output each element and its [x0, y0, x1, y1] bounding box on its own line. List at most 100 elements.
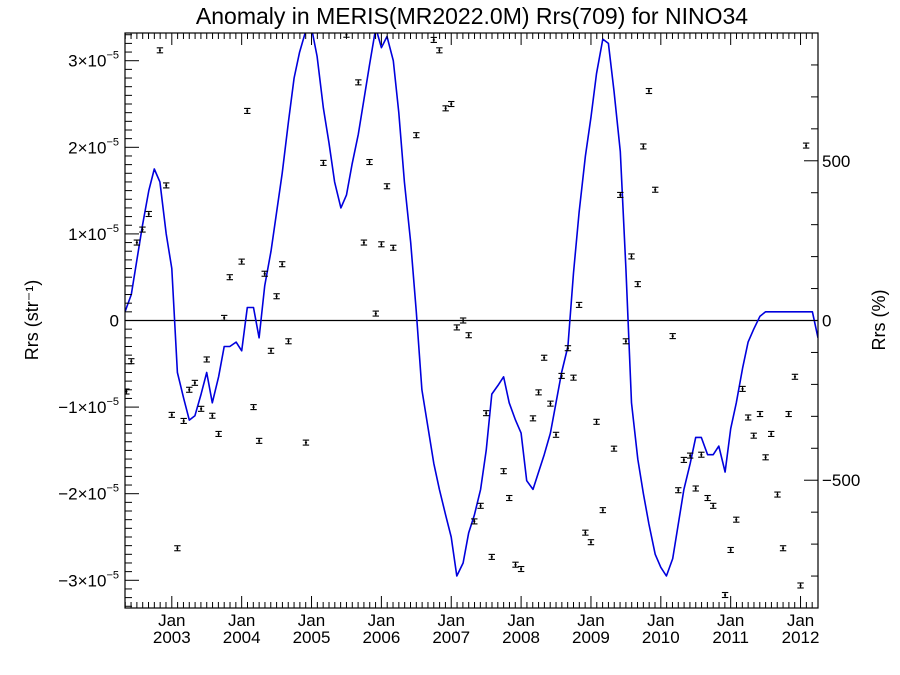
point-marker	[380, 243, 383, 246]
point-marker	[519, 567, 523, 571]
point-marker	[176, 547, 179, 550]
point-marker	[712, 504, 715, 507]
line-series	[125, 33, 818, 577]
point-marker	[252, 405, 255, 409]
data-point	[575, 301, 583, 308]
x-tick-label-month: Jan	[158, 611, 185, 630]
y-tick-exponent: −5	[106, 136, 119, 148]
data-point	[191, 379, 199, 386]
data-point	[686, 452, 694, 459]
data-point	[482, 410, 490, 417]
data-point	[133, 239, 141, 246]
point-marker	[612, 447, 616, 450]
point-marker	[485, 412, 488, 415]
point-marker	[706, 496, 709, 500]
x-tick-label-year: 2010	[642, 628, 680, 647]
y-tick-label: −3×10−5	[58, 569, 119, 590]
data-point	[634, 281, 641, 288]
data-point	[471, 518, 478, 525]
data-point	[704, 494, 711, 502]
point-marker	[682, 458, 685, 462]
data-point	[209, 412, 216, 419]
x-tick-label-month: Jan	[717, 611, 744, 630]
y-axis-right: 500 0 −500	[804, 32, 860, 609]
point-marker	[677, 489, 680, 492]
data-point	[669, 333, 676, 340]
data-point	[459, 317, 467, 324]
data-point	[540, 354, 548, 361]
point-marker	[444, 107, 447, 110]
data-point	[506, 494, 513, 502]
point-marker	[549, 402, 552, 405]
data-point	[186, 386, 193, 393]
data-point	[174, 545, 181, 552]
data-point	[465, 332, 472, 339]
x-tick-label-year: 2012	[782, 628, 820, 647]
data-point	[582, 529, 589, 536]
x-tick-label-month: Jan	[298, 611, 325, 630]
point-marker	[764, 456, 767, 459]
point-marker	[246, 109, 249, 113]
y-tick-mantissa: −3×10	[58, 571, 106, 590]
point-marker	[729, 548, 732, 552]
data-point	[320, 159, 327, 166]
point-marker	[275, 295, 278, 298]
point-marker	[432, 38, 435, 42]
data-point	[267, 347, 275, 354]
point-marker	[787, 412, 790, 416]
data-point	[203, 356, 210, 363]
x-tick-label-year: 2004	[223, 628, 261, 647]
y-tick-mantissa: 3×10	[68, 52, 106, 71]
point-marker	[624, 340, 627, 343]
point-marker	[694, 487, 697, 490]
point-marker	[205, 358, 208, 361]
data-point	[628, 253, 635, 260]
point-marker	[374, 312, 377, 315]
point-marker	[182, 419, 185, 423]
y2-tick-label: 500	[822, 152, 850, 171]
x-tick-label-month: Jan	[577, 611, 604, 630]
data-point	[453, 324, 461, 331]
data-point	[244, 107, 251, 114]
point-marker	[502, 470, 505, 473]
point-marker	[770, 432, 773, 436]
data-point	[570, 374, 577, 381]
point-marker	[240, 260, 243, 263]
y-tick-mantissa: −1×10	[58, 398, 106, 417]
point-marker	[455, 326, 458, 329]
point-marker	[595, 420, 598, 423]
data-point	[128, 358, 135, 365]
point-marker	[577, 303, 581, 307]
y-tick-exponent: −5	[106, 483, 119, 495]
data-point	[238, 258, 245, 265]
data-point	[547, 400, 554, 407]
data-point	[552, 431, 560, 438]
point-marker	[554, 433, 558, 436]
point-marker	[200, 407, 203, 410]
point-marker	[269, 349, 273, 352]
point-marker	[479, 504, 482, 507]
point-marker	[572, 376, 575, 379]
y2-axis-title: Rrs (%)	[869, 290, 889, 351]
point-marker	[385, 185, 389, 188]
x-tick-label-year: 2003	[153, 628, 191, 647]
data-point	[255, 437, 263, 444]
x-tick-label-month: Jan	[438, 611, 465, 630]
data-point	[744, 414, 752, 421]
data-point	[390, 244, 397, 251]
data-point	[448, 100, 455, 108]
point-marker	[130, 360, 133, 363]
point-marker	[735, 518, 738, 521]
data-point	[739, 385, 746, 392]
y-tick-exponent: −5	[106, 223, 119, 235]
data-point	[587, 539, 595, 546]
data-point	[378, 241, 385, 248]
data-point	[139, 226, 146, 233]
point-marker	[630, 255, 633, 258]
point-marker	[223, 316, 226, 320]
data-point	[517, 565, 525, 573]
point-marker	[170, 413, 173, 416]
point-marker	[473, 520, 476, 523]
data-point	[767, 430, 775, 437]
